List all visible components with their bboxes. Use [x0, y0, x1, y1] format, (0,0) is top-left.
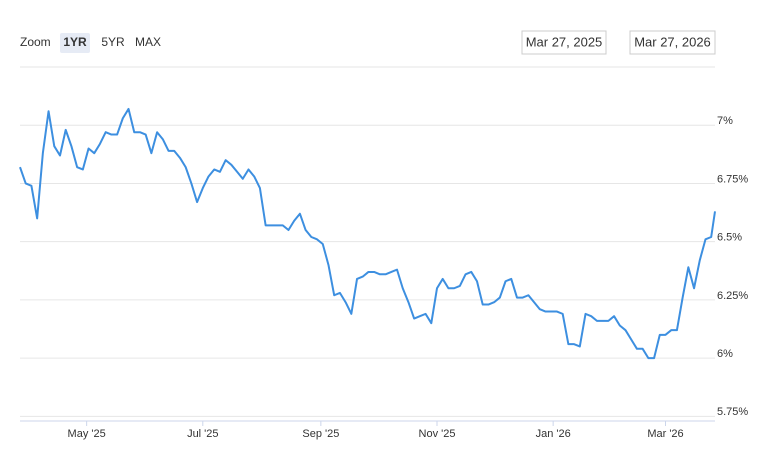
y-tick-label: 6%: [717, 348, 733, 360]
zoom-button[interactable]: [60, 33, 90, 53]
date-input-label[interactable]: Mar 27, 2026: [634, 34, 711, 49]
x-tick-label: May '25: [68, 428, 106, 440]
zoom-button-label[interactable]: 1YR: [63, 35, 87, 49]
date-input-label[interactable]: Mar 27, 2025: [526, 34, 603, 49]
x-tick-label: Nov '25: [419, 428, 456, 440]
zoom-button-label[interactable]: MAX: [135, 35, 161, 49]
y-tick-label: 6.25%: [717, 290, 748, 302]
y-tick-label: 5.75%: [717, 406, 748, 418]
zoom-button-label[interactable]: 5YR: [101, 35, 125, 49]
x-tick-label: Mar '26: [647, 428, 683, 440]
date-input[interactable]: [629, 30, 716, 55]
zoom-button[interactable]: [98, 33, 128, 53]
y-tick-label: 6.5%: [717, 232, 742, 244]
y-tick-label: 6.75%: [717, 173, 748, 185]
data-line: [19, 107, 716, 360]
zoom-label: Zoom: [20, 35, 51, 49]
date-input[interactable]: [521, 30, 607, 55]
x-tick-label: Sep '25: [302, 428, 339, 440]
x-tick-label: Jul '25: [187, 428, 218, 440]
y-tick-label: 7%: [717, 115, 733, 127]
zoom-button[interactable]: [133, 33, 163, 53]
x-tick-label: Jan '26: [536, 428, 571, 440]
